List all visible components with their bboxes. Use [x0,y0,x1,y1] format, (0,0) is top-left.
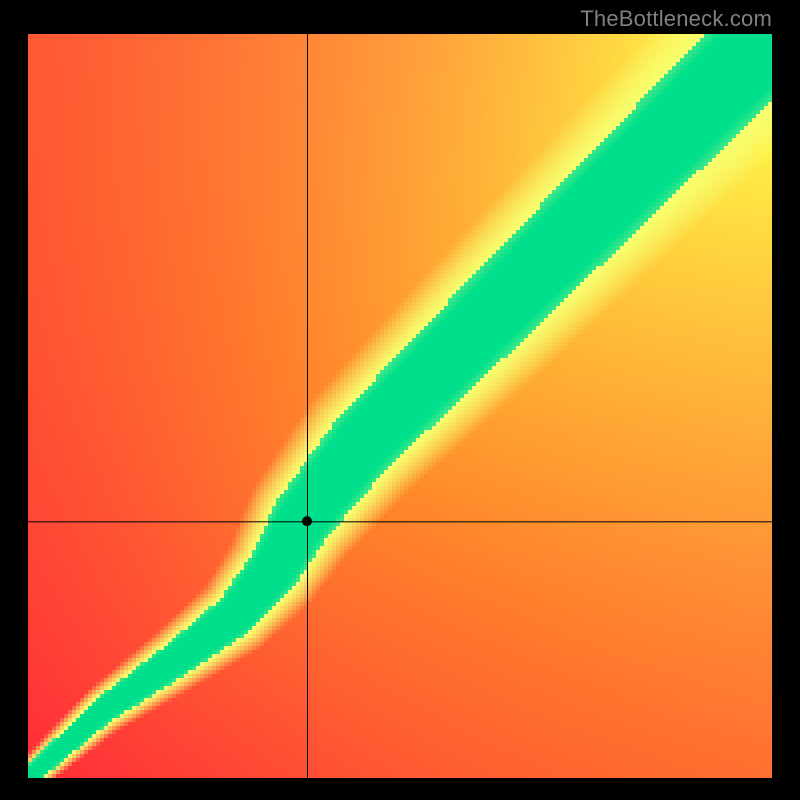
heatmap-canvas [0,0,800,800]
chart-frame: TheBottleneck.com [0,0,800,800]
watermark-text: TheBottleneck.com [580,6,772,32]
